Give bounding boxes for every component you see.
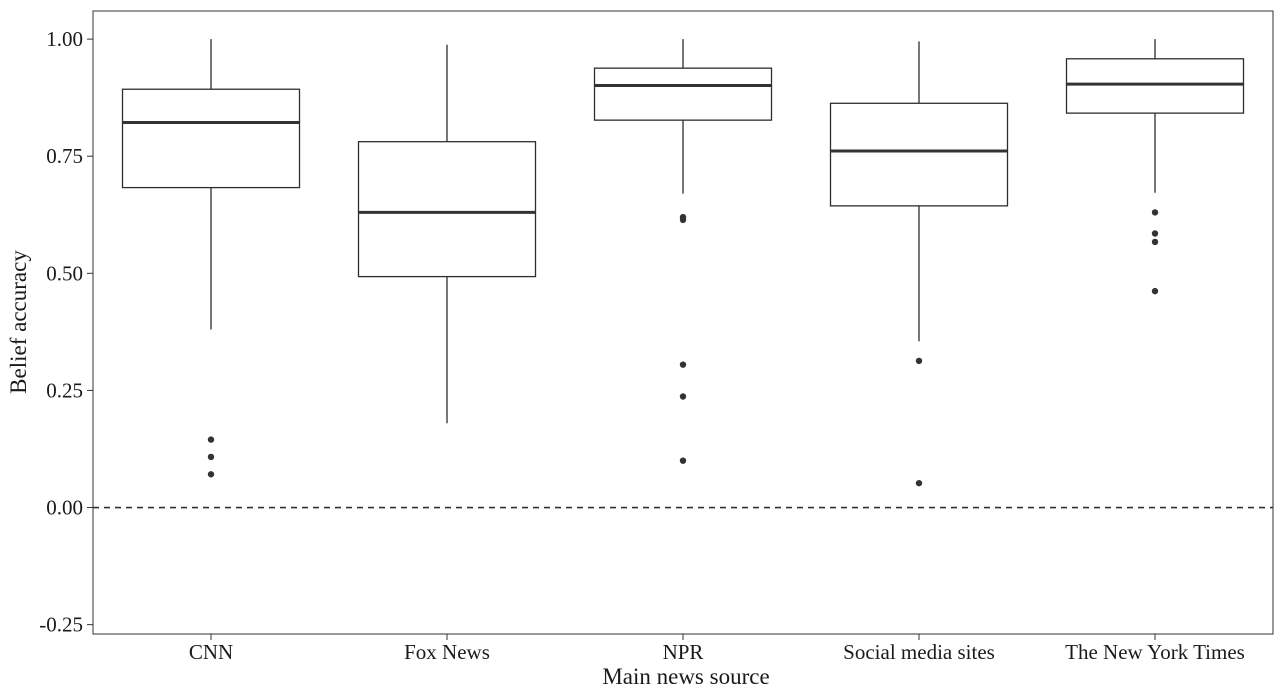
outlier-point — [207, 436, 215, 443]
outlier-point — [207, 471, 215, 478]
x-tick-label: NPR — [663, 640, 704, 664]
outlier-point — [1151, 238, 1159, 246]
x-tick-label: CNN — [189, 640, 233, 664]
outlier-point — [1151, 209, 1159, 216]
x-axis: CNN Fox News NPR Social media sites The New … — [189, 634, 1245, 664]
outlier-point — [207, 453, 215, 461]
box-group — [1065, 39, 1245, 295]
y-axis: -0.25 0.00 0.25 0.50 0.75 1.00 — [39, 27, 93, 637]
outlier-point — [915, 479, 923, 487]
x-tick-label: Fox News — [404, 640, 490, 664]
outlier-point — [679, 216, 687, 224]
outlier-point — [1151, 287, 1159, 295]
boxes-layer — [121, 39, 1245, 487]
outlier-point — [1151, 230, 1159, 237]
y-axis-title: Belief accuracy — [6, 250, 31, 394]
outlier-point — [679, 361, 687, 368]
y-tick-label: 0.00 — [46, 496, 83, 520]
y-tick-label: 0.50 — [46, 261, 83, 285]
box-iqr — [121, 88, 301, 189]
y-tick-label: -0.25 — [39, 613, 83, 637]
box-group — [121, 39, 301, 478]
outlier-point — [679, 457, 687, 464]
box-iqr — [1065, 58, 1245, 114]
y-tick-label: 0.75 — [46, 144, 83, 168]
box-group — [593, 39, 773, 464]
outlier-point — [679, 393, 687, 400]
x-axis-title: Main news source — [602, 664, 769, 688]
box-group — [357, 44, 537, 424]
box-iqr — [593, 67, 773, 121]
x-tick-label: The New York Times — [1065, 640, 1245, 664]
box-group — [829, 41, 1009, 487]
y-tick-label: 1.00 — [46, 27, 83, 51]
box-iqr — [357, 141, 537, 278]
x-tick-label: Social media sites — [843, 640, 995, 664]
outlier-point — [915, 357, 923, 365]
box-iqr — [829, 102, 1009, 207]
y-tick-label: 0.25 — [46, 378, 83, 402]
